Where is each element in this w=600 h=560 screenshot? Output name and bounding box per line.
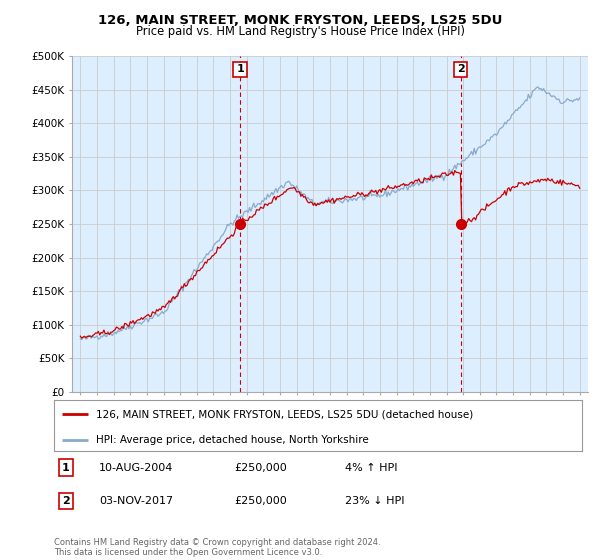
Text: 4% ↑ HPI: 4% ↑ HPI (345, 463, 398, 473)
Text: HPI: Average price, detached house, North Yorkshire: HPI: Average price, detached house, Nort… (96, 435, 369, 445)
Text: 10-AUG-2004: 10-AUG-2004 (99, 463, 173, 473)
Text: Contains HM Land Registry data © Crown copyright and database right 2024.
This d: Contains HM Land Registry data © Crown c… (54, 538, 380, 557)
Text: 03-NOV-2017: 03-NOV-2017 (99, 496, 173, 506)
Text: 2: 2 (457, 64, 464, 74)
Text: Price paid vs. HM Land Registry's House Price Index (HPI): Price paid vs. HM Land Registry's House … (136, 25, 464, 38)
Text: £250,000: £250,000 (234, 496, 287, 506)
Text: 2: 2 (62, 496, 70, 506)
Text: 1: 1 (236, 64, 244, 74)
Text: 126, MAIN STREET, MONK FRYSTON, LEEDS, LS25 5DU: 126, MAIN STREET, MONK FRYSTON, LEEDS, L… (98, 14, 502, 27)
Text: 126, MAIN STREET, MONK FRYSTON, LEEDS, LS25 5DU (detached house): 126, MAIN STREET, MONK FRYSTON, LEEDS, L… (96, 409, 473, 419)
Text: 23% ↓ HPI: 23% ↓ HPI (345, 496, 404, 506)
Text: 1: 1 (62, 463, 70, 473)
Text: £250,000: £250,000 (234, 463, 287, 473)
